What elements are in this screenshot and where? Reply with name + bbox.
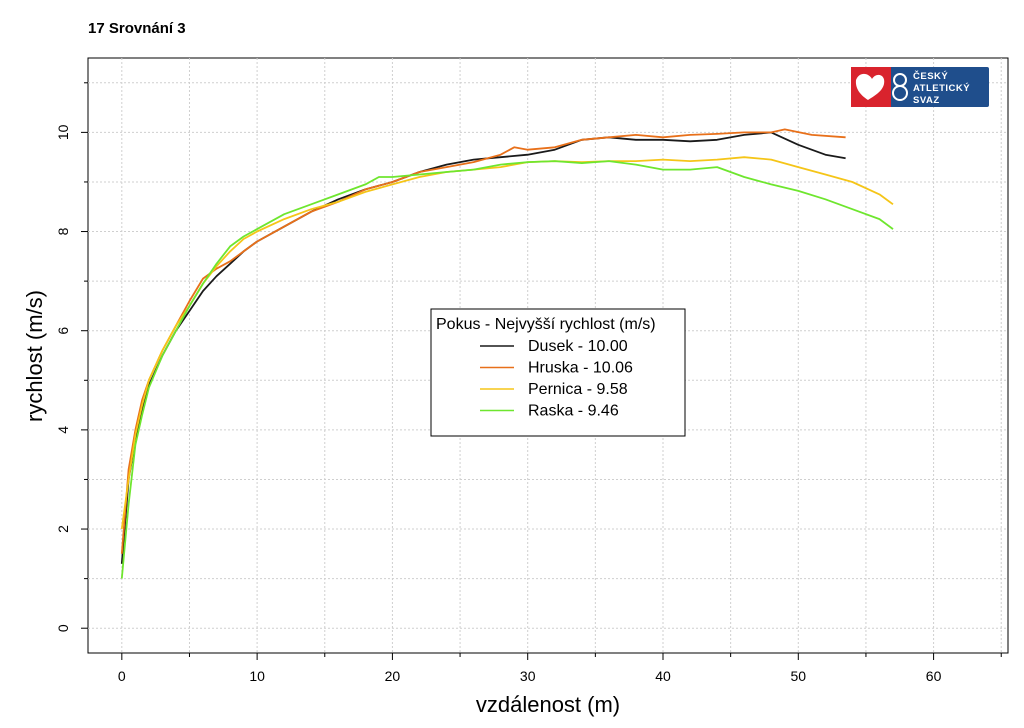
x-tick-label: 0 bbox=[118, 668, 126, 684]
legend: Pokus - Nejvyšší rychlost (m/s) Dusek - … bbox=[430, 308, 686, 437]
plot-border bbox=[87, 57, 1009, 654]
x-tick-label: 10 bbox=[249, 668, 265, 684]
x-axis-title: vzdálenost (m) bbox=[476, 692, 620, 717]
y-tick-label: 2 bbox=[55, 525, 71, 533]
logo-text-2: ATLETICKÝ bbox=[913, 82, 970, 94]
axes: 0 10 20 30 40 50 60 0 2 4 6 8 10 bbox=[55, 82, 1002, 684]
logo-text-3: SVAZ bbox=[913, 95, 940, 106]
x-tick-label: 40 bbox=[655, 668, 671, 684]
series-lines bbox=[120, 128, 894, 579]
legend-title: Pokus - Nejvyšší rychlost (m/s) bbox=[436, 316, 656, 333]
x-tick-label: 60 bbox=[926, 668, 942, 684]
y-tick-label: 0 bbox=[55, 624, 71, 632]
x-tick-label: 50 bbox=[791, 668, 807, 684]
y-axis-title: rychlost (m/s) bbox=[22, 290, 47, 422]
y-tick-label: 6 bbox=[55, 327, 71, 335]
series-line-3 bbox=[120, 160, 894, 579]
legend-label: Hruska - 10.06 bbox=[528, 360, 633, 377]
x-tick-label: 30 bbox=[520, 668, 536, 684]
y-tick-label: 8 bbox=[55, 227, 71, 235]
y-tick-label: 4 bbox=[55, 426, 71, 434]
series-line-2 bbox=[120, 156, 894, 530]
legend-label: Raska - 9.46 bbox=[528, 403, 619, 420]
x-tick-label: 20 bbox=[385, 668, 401, 684]
legend-box bbox=[430, 308, 686, 437]
logo-text-1: ČESKÝ bbox=[913, 70, 948, 82]
legend-label: Pernica - 9.58 bbox=[528, 381, 628, 398]
cas-logo: ČESKÝ ATLETICKÝ SVAZ bbox=[851, 67, 989, 107]
y-tick-label: 10 bbox=[55, 124, 71, 140]
page-title: 17 Srovnání 3 bbox=[88, 20, 186, 37]
legend-label: Dusek - 10.00 bbox=[528, 338, 628, 355]
